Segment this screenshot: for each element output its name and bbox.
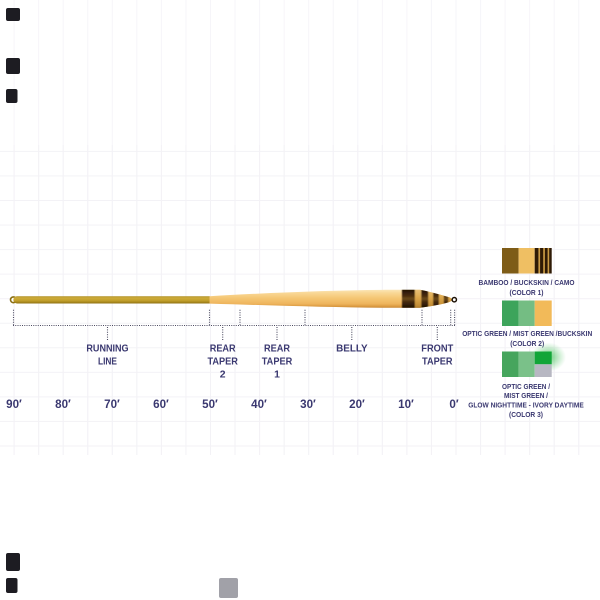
svg-text:60′: 60′: [153, 398, 169, 411]
svg-text:30′: 30′: [300, 398, 316, 411]
svg-text:REAR: REAR: [210, 344, 236, 355]
svg-text:70′: 70′: [104, 398, 120, 411]
svg-text:1: 1: [274, 370, 280, 381]
svg-text:50′: 50′: [202, 398, 218, 411]
svg-text:OPTIC GREEN /: OPTIC GREEN /: [502, 382, 551, 391]
svg-text:(COLOR 3): (COLOR 3): [509, 410, 543, 419]
svg-text:80′: 80′: [55, 398, 71, 411]
svg-text:(COLOR 1): (COLOR 1): [510, 288, 544, 297]
svg-text:RUNNING: RUNNING: [86, 344, 128, 355]
svg-text:TAPER: TAPER: [262, 357, 293, 368]
svg-text:REAR: REAR: [264, 344, 290, 355]
svg-text:0′: 0′: [449, 398, 458, 411]
svg-text:10′: 10′: [398, 398, 414, 411]
svg-text:FRONT: FRONT: [421, 344, 454, 355]
svg-text:LINE: LINE: [98, 357, 117, 368]
svg-text:2: 2: [220, 370, 226, 381]
svg-text:TAPER: TAPER: [207, 357, 238, 368]
svg-text:20′: 20′: [349, 398, 365, 411]
svg-text:GLOW NIGHTTIME - IVORY DAYTIME: GLOW NIGHTTIME - IVORY DAYTIME: [468, 400, 584, 409]
svg-text:90′: 90′: [6, 398, 22, 411]
svg-text:MIST GREEN /: MIST GREEN /: [504, 391, 549, 400]
svg-text:TAPER: TAPER: [422, 357, 453, 368]
svg-text:BELLY: BELLY: [336, 344, 368, 355]
svg-text:40′: 40′: [251, 398, 267, 411]
svg-text:BAMBOO / BUCKSKIN / CAMO: BAMBOO / BUCKSKIN / CAMO: [479, 278, 575, 287]
svg-text:OPTIC GREEN / MIST GREEN /BUCK: OPTIC GREEN / MIST GREEN /BUCKSKIN: [462, 329, 592, 338]
svg-text:(COLOR 2): (COLOR 2): [510, 339, 544, 348]
